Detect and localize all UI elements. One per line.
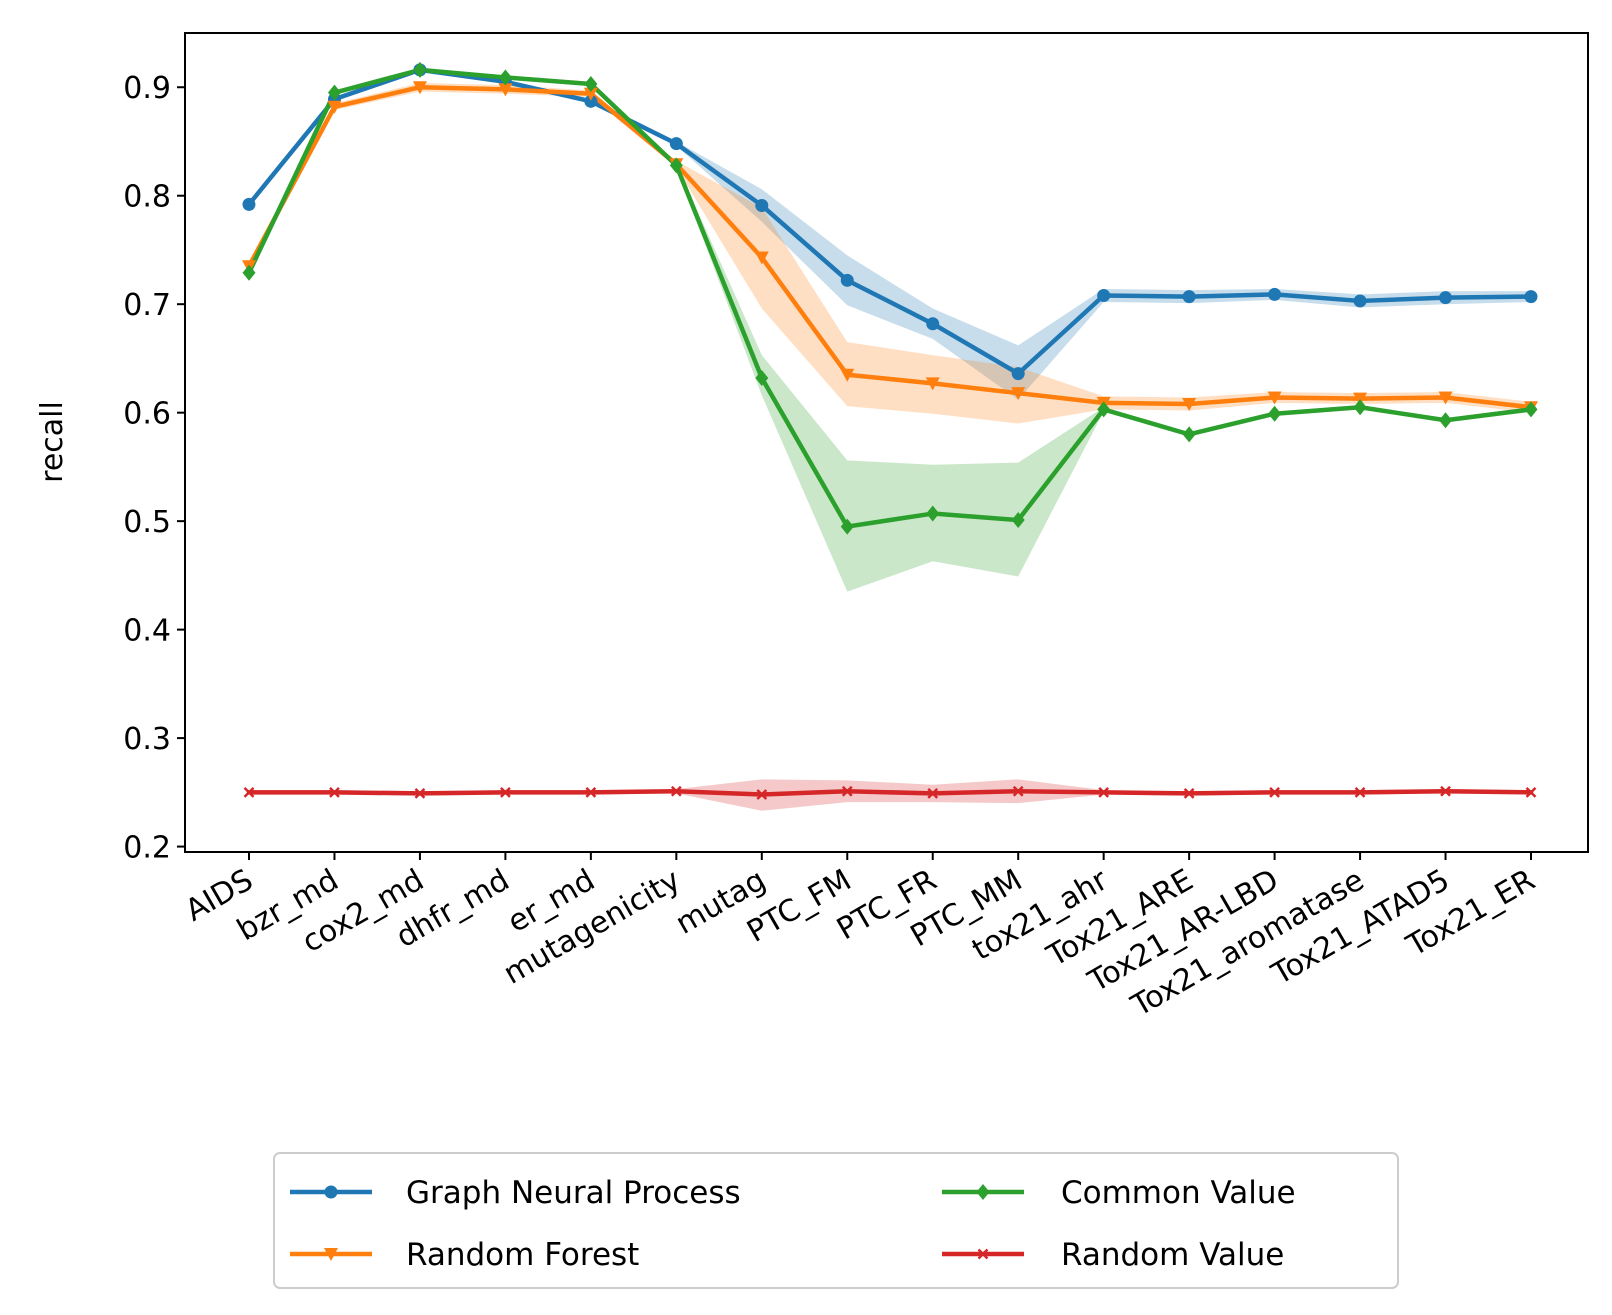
- y-tick-label: 0.7: [123, 288, 171, 323]
- common-value-point: [1268, 405, 1282, 422]
- random-value-point: [927, 788, 939, 799]
- random-value-point: [1269, 786, 1280, 798]
- random-forest-legend-marker: [324, 1248, 338, 1261]
- common-value-point: [1439, 412, 1453, 429]
- common-value-point: [1097, 401, 1111, 418]
- random-forest-point: [1438, 391, 1453, 405]
- random-forest-point: [412, 81, 427, 95]
- graph-neural-process-point: [1524, 290, 1538, 304]
- random-forest-legend-label: Random Forest: [406, 1237, 639, 1273]
- random-value-line: [246, 789, 1534, 797]
- random-value-point: [670, 785, 682, 797]
- common-value-point: [584, 75, 598, 92]
- random-forest-point: [1182, 397, 1197, 411]
- random-value-point: [756, 789, 768, 800]
- common-value-point: [669, 157, 683, 174]
- common-value-point: [840, 518, 854, 535]
- common-value-point: [498, 69, 512, 86]
- series-markers: [242, 61, 1538, 800]
- random-forest-point: [1011, 387, 1026, 401]
- graph-neural-process-point: [1439, 291, 1453, 305]
- random-forest-point: [583, 87, 598, 101]
- common-value-point: [1011, 512, 1025, 529]
- legend-box: [273, 1152, 1399, 1289]
- y-tick-label: 0.3: [123, 722, 171, 757]
- random-value-point: [414, 788, 426, 799]
- graph-neural-process-point: [1097, 289, 1111, 303]
- common-value-point: [1182, 426, 1196, 443]
- y-tick-label: 0.8: [123, 180, 171, 215]
- random-value-point: [1098, 786, 1110, 798]
- graph-neural-process-point: [242, 197, 256, 211]
- y-tick-label: 0.5: [123, 505, 171, 540]
- random-forest-point: [840, 368, 855, 382]
- legend: Graph Neural Process Random Forest Common …: [273, 1152, 1399, 1289]
- y-tick-label: 0.9: [123, 71, 171, 106]
- random-value-point: [1354, 786, 1366, 798]
- graph-neural-process-legend-label: Graph Neural Process: [406, 1175, 741, 1211]
- common-value-legend-marker: [976, 1184, 990, 1200]
- common-value-point: [755, 369, 769, 386]
- random-value-legend-marker: [977, 1248, 989, 1260]
- y-axis: 0.2 0.3 0.4 0.5 0.6 0.7 0.8 0.9: [123, 71, 185, 866]
- common-value-line: [246, 67, 1534, 529]
- common-value-point: [413, 61, 427, 78]
- random-forest-point: [1267, 391, 1282, 405]
- random-forest-point: [754, 251, 769, 265]
- common-value-point: [242, 264, 256, 281]
- plot-frame: [184, 32, 1589, 853]
- random-forest-band: [249, 82, 1531, 424]
- common-value-point: [327, 84, 341, 101]
- common-value-point: [1524, 401, 1538, 418]
- random-value-point: [500, 786, 511, 798]
- graph-neural-process-point: [755, 198, 769, 212]
- random-forest-point: [327, 100, 342, 114]
- graph-neural-process-line: [246, 67, 1534, 376]
- y-tick-label: 0.6: [123, 397, 171, 432]
- common-value-band: [249, 68, 1531, 592]
- common-value-point: [926, 505, 940, 522]
- series-lines: [246, 67, 1534, 797]
- graph-neural-process-legend-marker: [324, 1185, 338, 1199]
- random-value-point: [1525, 786, 1537, 798]
- random-value-point: [1183, 788, 1195, 799]
- random-value-point: [243, 786, 255, 798]
- graph-neural-process-point: [1353, 294, 1367, 308]
- common-value-point: [1353, 399, 1367, 416]
- y-axis-label: recall: [35, 401, 70, 483]
- random-forest-point: [925, 377, 940, 391]
- x-axis: AIDSbzr_mdcox2_mddhfr_mder_mdmutagenicit…: [180, 852, 1541, 1024]
- graph-neural-process-point: [1182, 290, 1196, 304]
- graph-neural-process-point: [926, 317, 940, 331]
- random-value-legend-label: Random Value: [1061, 1237, 1284, 1273]
- random-value-point: [841, 785, 853, 797]
- confidence-bands: [249, 67, 1531, 811]
- random-forest-line: [246, 84, 1534, 410]
- y-tick-label: 0.2: [123, 831, 171, 866]
- random-value-point: [1012, 785, 1024, 797]
- graph-neural-process-point: [840, 273, 854, 287]
- graph-neural-process-point: [669, 137, 683, 151]
- graph-neural-process-point: [584, 94, 598, 108]
- random-value-point: [329, 786, 340, 798]
- random-forest-point: [1353, 392, 1368, 406]
- y-tick-label: 0.4: [123, 614, 171, 649]
- random-forest-point: [498, 83, 513, 97]
- graph-neural-process-point: [1268, 287, 1282, 301]
- common-value-legend-label: Common Value: [1061, 1175, 1296, 1211]
- graph-neural-process-point: [1011, 367, 1025, 381]
- random-value-point: [1440, 785, 1451, 797]
- random-value-point: [585, 786, 597, 798]
- random-value-band: [249, 779, 1531, 811]
